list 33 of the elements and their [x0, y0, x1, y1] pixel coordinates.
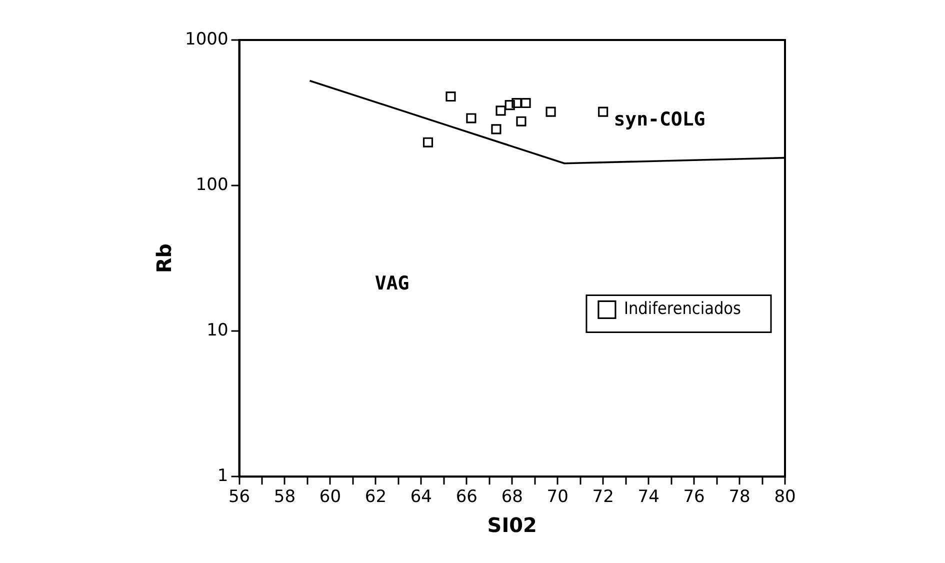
x-tick-label: 80 [774, 487, 796, 508]
x-tick-label: 66 [456, 487, 478, 508]
y-tick-label: 1000 [185, 29, 228, 50]
point [422, 137, 434, 148]
y-tick-label: 1 [217, 466, 228, 486]
x-axis-title: SI02 [487, 513, 537, 538]
x-tick-label: 74 [638, 487, 660, 508]
point [520, 98, 531, 108]
legend-label: Indiferenciados [624, 299, 742, 320]
x-tick-label: 78 [728, 487, 750, 508]
y-tick-label: 10 [206, 320, 228, 340]
point [512, 98, 522, 108]
x-tick-label: 62 [364, 487, 387, 508]
point [466, 113, 476, 124]
annotation: syn-COLG [614, 108, 706, 131]
x-tick-label: 68 [501, 487, 523, 508]
x-tick-label: 58 [274, 487, 296, 508]
point [446, 91, 456, 102]
point [516, 116, 526, 126]
x-tick-label: 76 [683, 487, 705, 508]
x-tick-label: 64 [410, 487, 432, 508]
x-tick-label: 70 [546, 487, 568, 508]
point [598, 106, 608, 117]
point [491, 124, 502, 134]
point [496, 106, 506, 116]
x-tick-label: 56 [228, 487, 250, 508]
point [546, 106, 556, 117]
y-tick-label: 100 [196, 174, 228, 195]
point [504, 100, 515, 110]
annotation: VAG [374, 272, 410, 294]
x-tick-label: 60 [319, 487, 342, 508]
x-tick-label: 72 [592, 487, 614, 508]
y-axis-title: Rb [152, 243, 176, 274]
